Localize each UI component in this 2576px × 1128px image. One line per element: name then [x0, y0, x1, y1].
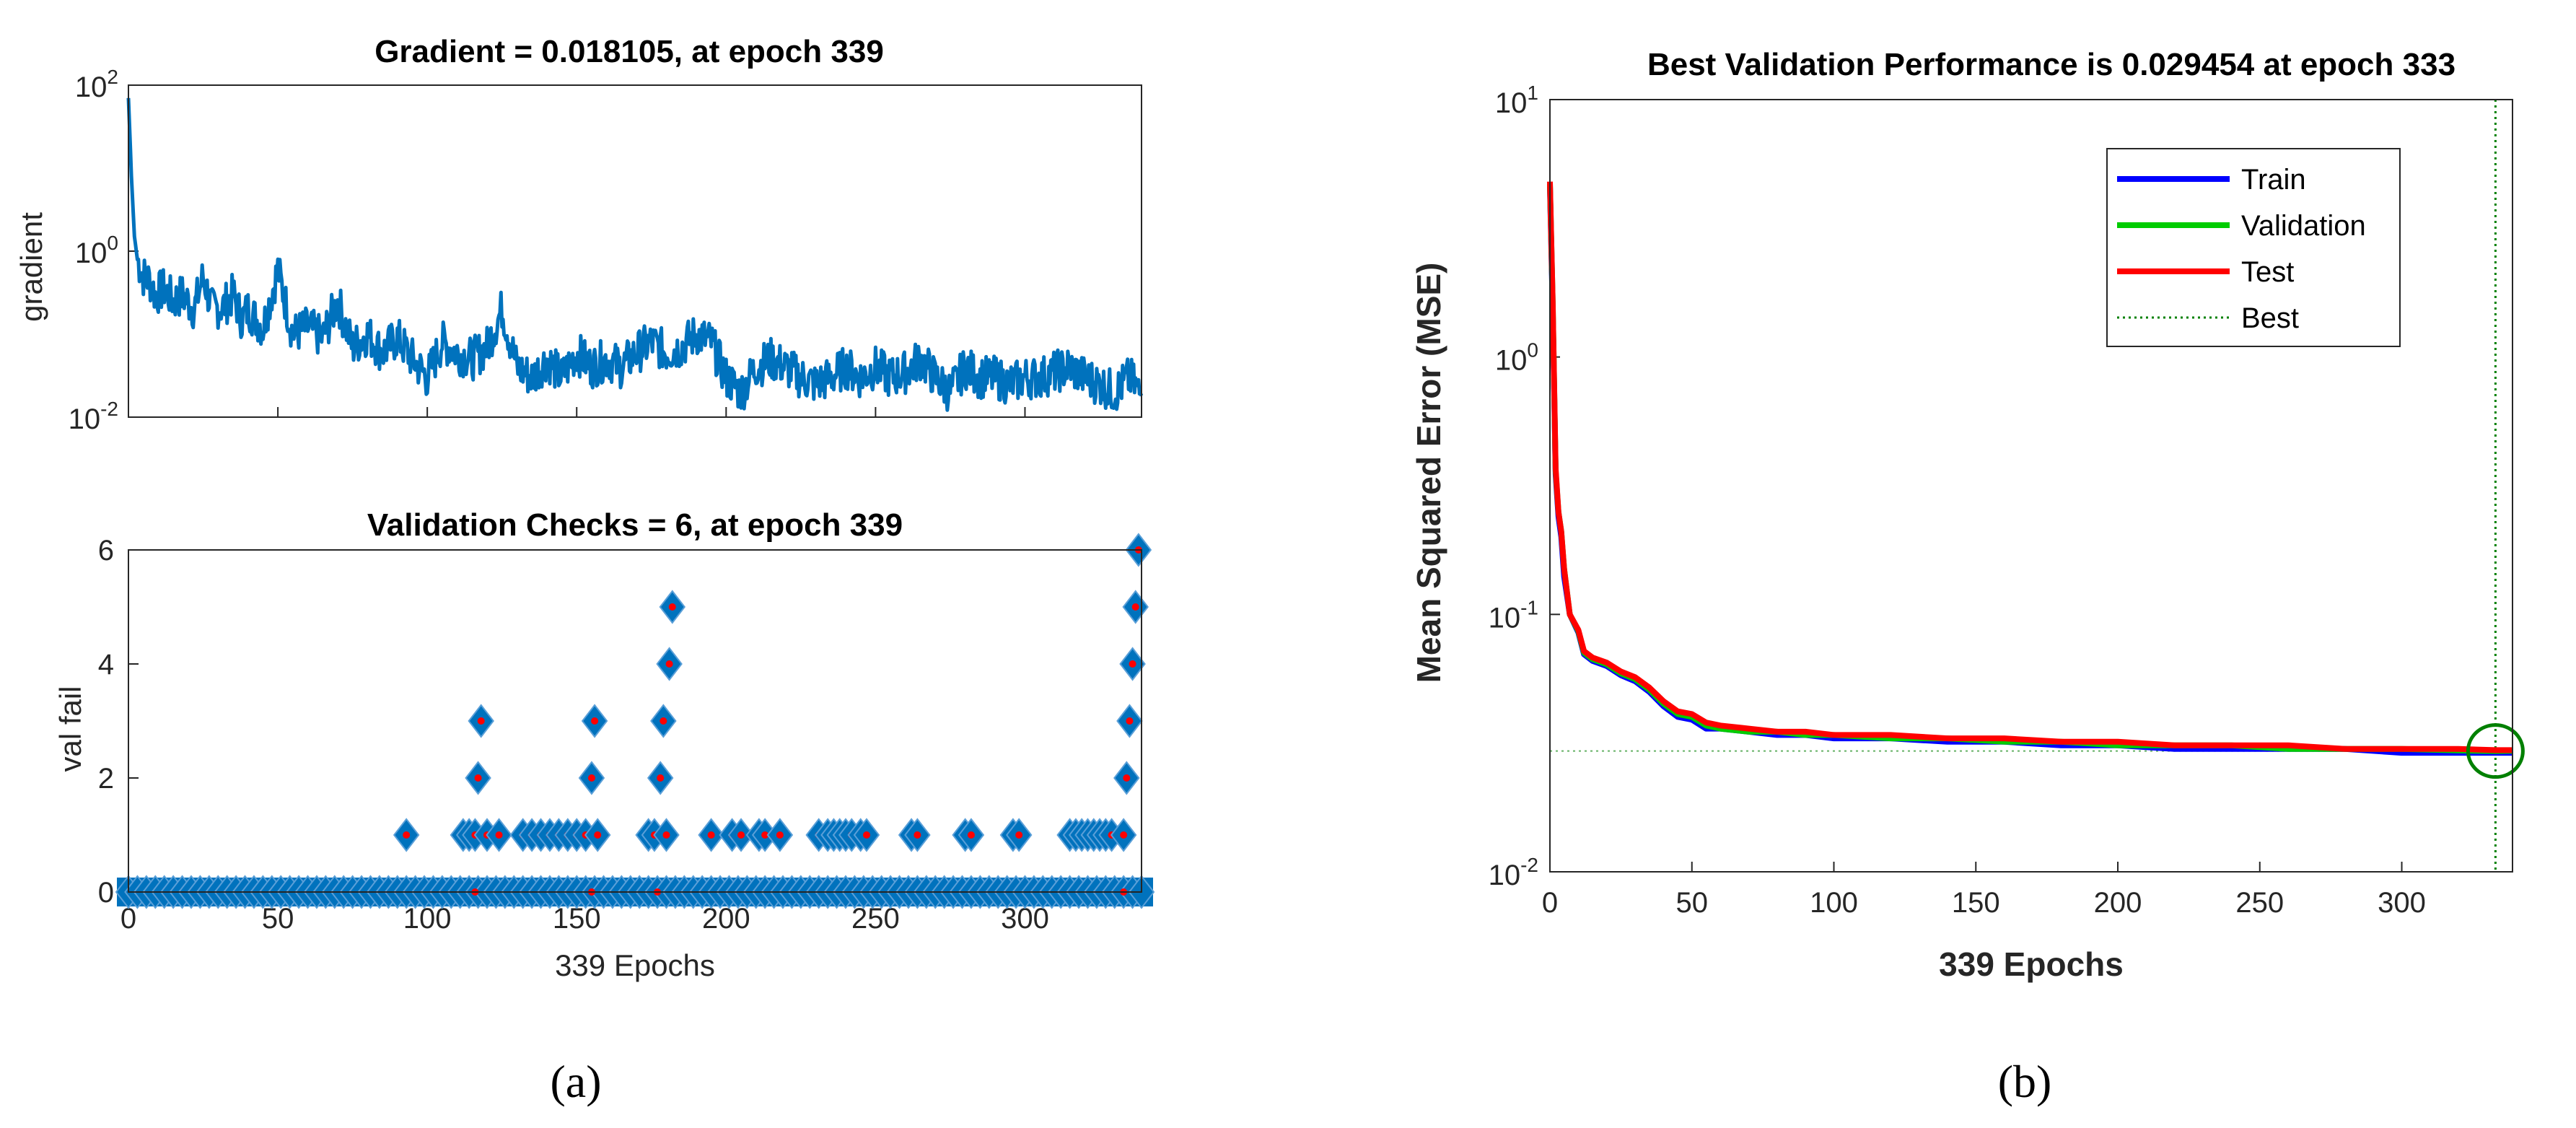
valfail-dot — [587, 774, 595, 782]
performance-xtick-label: 300 — [2378, 887, 2426, 919]
valfail-dot — [474, 774, 482, 782]
performance-lines — [1547, 181, 2513, 756]
valfail-dot — [967, 831, 975, 839]
gradient-ylabel: gradient — [14, 212, 48, 322]
performance-ytick-label-base: 10 — [1495, 87, 1528, 119]
gradient-ytick-label-exp: 2 — [107, 66, 118, 88]
gradient-ytick-label-base: 10 — [69, 403, 101, 435]
gradient-ytick-label: 100 — [75, 232, 118, 269]
performance-axes — [1549, 99, 2513, 873]
valfail-ytick-label: 6 — [98, 535, 114, 567]
valfail-ytick-label: 4 — [98, 649, 114, 681]
caption-b: (b) — [1998, 1056, 2052, 1107]
valfail-points — [115, 533, 1155, 909]
valfail-ytick-label: 2 — [98, 763, 114, 795]
gradient-ytick-label: 10-2 — [69, 398, 118, 435]
performance-ytick-label: 10-2 — [1489, 854, 1538, 891]
performance-ytick-label-base: 10 — [1489, 860, 1521, 891]
valfail-dot — [594, 831, 602, 839]
caption-a: (a) — [550, 1056, 601, 1107]
performance-ytick-label-exp: -2 — [1520, 854, 1538, 876]
legend-label-validation: Validation — [2241, 210, 2366, 242]
legend-label-test: Test — [2241, 256, 2294, 288]
valfail-ytick-label: 0 — [98, 877, 114, 909]
valfail-xlabel: 339 Epochs — [555, 948, 715, 982]
valfail-dot — [668, 603, 676, 611]
valfail-xtick-label: 0 — [121, 903, 136, 935]
performance-ytick-label-exp: 1 — [1527, 82, 1538, 104]
performance-ytick-label-base: 10 — [1489, 602, 1521, 634]
performance-ytick-label: 100 — [1495, 339, 1538, 377]
valfail-dot — [1129, 660, 1136, 668]
valfail-panel: Validation Checks = 6, at epoch 339 0 2 4 6… — [53, 507, 1155, 982]
performance-ytick-label-base: 10 — [1495, 345, 1528, 377]
gradient-panel: Gradient = 0.018105, at epoch 339 102100… — [14, 34, 1144, 435]
valfail-dot — [591, 717, 599, 725]
legend-label-best: Best — [2241, 302, 2299, 334]
valfail-axes — [128, 549, 1142, 893]
performance-xlabel: 339 Epochs — [1939, 945, 2124, 983]
valfail-dot — [737, 831, 745, 839]
valfail-xtick-label: 50 — [262, 903, 294, 935]
gradient-ytick-label-exp: -2 — [100, 398, 118, 420]
legend: Train Validation Test Best — [2106, 148, 2401, 347]
valfail-dot — [1123, 774, 1131, 782]
gradient-axes — [128, 84, 1142, 418]
valfail-title: Validation Checks = 6, at epoch 339 — [367, 507, 903, 543]
performance-title: Best Validation Performance is 0.029454 … — [1647, 47, 2455, 82]
valfail-dot — [660, 717, 667, 725]
performance-ytick-label: 10-1 — [1489, 596, 1538, 634]
valfail-dot — [707, 831, 715, 839]
valfail-dot — [914, 831, 921, 839]
performance-ytick-label-exp: -1 — [1520, 596, 1538, 618]
performance-ytick-label-exp: 0 — [1527, 339, 1538, 362]
gradient-ytick-label-base: 10 — [75, 237, 108, 269]
valfail-dot — [862, 831, 870, 839]
performance-ytick-label: 101 — [1495, 82, 1538, 119]
valfail-dot — [657, 774, 665, 782]
valfail-dot — [662, 831, 670, 839]
performance-xtick-label: 150 — [1952, 887, 2000, 919]
performance-xtick-label: 0 — [1542, 887, 1558, 919]
valfail-xtick-label: 250 — [851, 903, 900, 935]
legend-label-train: Train — [2241, 164, 2306, 196]
performance-ylabel: Mean Squared Error (MSE) — [1410, 263, 1447, 683]
performance-xtick-label: 100 — [1810, 887, 1858, 919]
valfail-xtick-label: 200 — [702, 903, 750, 935]
valfail-dot — [1120, 831, 1128, 839]
valfail-ylabel: val fail — [53, 686, 87, 771]
valfail-dot — [1015, 831, 1023, 839]
valfail-dot — [1126, 717, 1134, 725]
gradient-ytick-label-exp: 0 — [107, 232, 118, 254]
performance-line-test — [1547, 181, 2513, 753]
gradient-title: Gradient = 0.018105, at epoch 339 — [374, 34, 884, 69]
gradient-ytick-label: 102 — [75, 66, 118, 103]
performance-xtick-label: 200 — [2094, 887, 2142, 919]
best-point-marker — [2466, 723, 2525, 779]
performance-xtick-label: 50 — [1676, 887, 1709, 919]
performance-xtick-label: 250 — [2235, 887, 2284, 919]
valfail-dot — [665, 660, 673, 668]
valfail-dot — [495, 831, 503, 839]
valfail-dot — [1131, 603, 1139, 611]
valfail-dot — [776, 831, 784, 839]
gradient-line — [126, 97, 1144, 412]
valfail-dot — [477, 717, 485, 725]
legend-items: Train Validation Test Best — [2117, 164, 2366, 334]
gradient-ytick-label-base: 10 — [75, 71, 108, 103]
performance-panel: Best Validation Performance is 0.029454 … — [1410, 47, 2525, 983]
valfail-dot — [403, 831, 411, 839]
valfail-xtick-label: 100 — [403, 903, 452, 935]
valfail-dot — [761, 831, 769, 839]
